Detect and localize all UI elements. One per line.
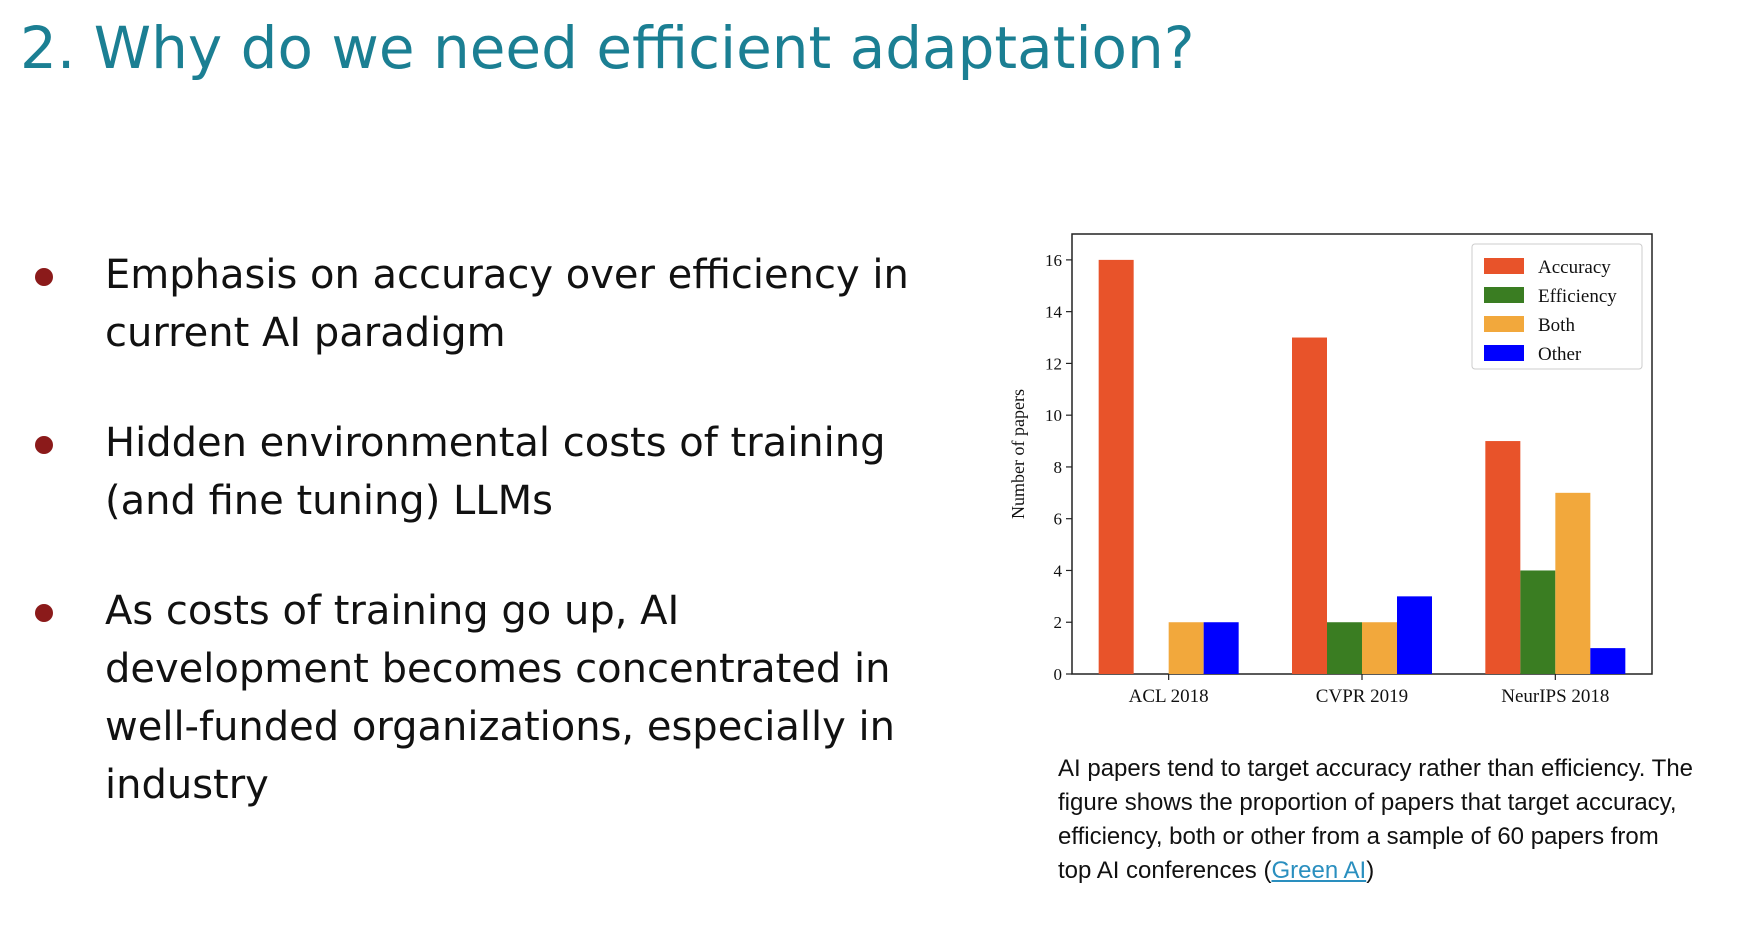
legend-swatch-both	[1484, 316, 1524, 332]
chart-svg: 0 2 4 6 8 10 12 14 16 Number of papers ACL 2018 CVP…	[1008, 233, 1653, 707]
bar-other-1	[1397, 596, 1432, 674]
x-tick-label: NeurIPS 2018	[1501, 686, 1609, 707]
bullet-item: Hidden environmental costs of training (…	[30, 414, 930, 530]
y-tick-label: 10	[1045, 406, 1062, 425]
bullet-line: As costs of training go up, AI	[105, 588, 680, 634]
bar-both-1	[1362, 622, 1397, 674]
bar-accuracy-2	[1485, 441, 1521, 674]
bar-both-2	[1555, 492, 1591, 674]
figure-caption: AI papers tend to target accuracy rather…	[1058, 752, 1698, 888]
bar-both-0	[1168, 622, 1204, 674]
x-tick-label: ACL 2018	[1129, 686, 1209, 707]
bullet-list: Emphasis on accuracy over efficiency in …	[30, 246, 930, 866]
y-tick-label: 2	[1054, 613, 1063, 632]
legend-swatch-accuracy	[1484, 258, 1524, 274]
legend-label-efficiency: Efficiency	[1538, 286, 1617, 307]
bar-efficiency-1	[1327, 622, 1362, 674]
legend-box	[1471, 243, 1643, 370]
y-tick-label: 4	[1054, 561, 1063, 580]
legend-swatch-efficiency	[1484, 287, 1524, 303]
bar-accuracy-1	[1292, 337, 1327, 674]
bullet-dot	[35, 436, 53, 454]
bar-other-0	[1203, 622, 1239, 674]
bar-accuracy-0	[1098, 259, 1134, 674]
bullet-line: development becomes concentrated in	[105, 646, 891, 692]
caption-text-end: )	[1366, 857, 1375, 884]
slide-title: 2. Why do we need efficient adaptation?	[20, 14, 1195, 82]
y-tick-label: 8	[1054, 458, 1063, 477]
caption-text: AI papers tend to target accuracy rather…	[1058, 755, 1694, 884]
bullet-line: Emphasis on accuracy over efficiency in	[105, 252, 909, 298]
bar-efficiency-2	[1520, 570, 1556, 674]
bullet-line: well-funded organizations, especially in	[105, 704, 895, 750]
bullet-line: Hidden environmental costs of training	[105, 420, 886, 466]
bar-chart: 0 2 4 6 8 10 12 14 16 Number of papers ACL 2018 CVP…	[990, 220, 1670, 720]
legend-swatch-other	[1484, 345, 1524, 361]
legend-label-other: Other	[1538, 344, 1582, 365]
bullet-line: current AI paradigm	[105, 310, 506, 356]
y-tick-label: 0	[1054, 665, 1063, 684]
bullet-item: Emphasis on accuracy over efficiency in …	[30, 246, 930, 362]
bullet-line: (and fine tuning) LLMs	[105, 478, 553, 524]
bullet-item: As costs of training go up, AI developme…	[30, 582, 930, 814]
green-ai-link[interactable]: Green AI	[1271, 857, 1367, 884]
y-axis-label: Number of papers	[1008, 389, 1028, 519]
x-tick-label: CVPR 2019	[1316, 686, 1408, 707]
legend-label-accuracy: Accuracy	[1538, 257, 1611, 278]
bullet-dot	[35, 604, 53, 622]
y-tick-label: 6	[1054, 510, 1063, 529]
y-tick-label: 12	[1045, 354, 1062, 373]
y-tick-label: 14	[1045, 303, 1063, 322]
bar-other-2	[1590, 648, 1626, 674]
bullet-line: industry	[105, 762, 269, 808]
y-tick-label: 16	[1045, 251, 1062, 270]
legend-label-both: Both	[1538, 315, 1575, 336]
bullet-dot	[35, 268, 53, 286]
